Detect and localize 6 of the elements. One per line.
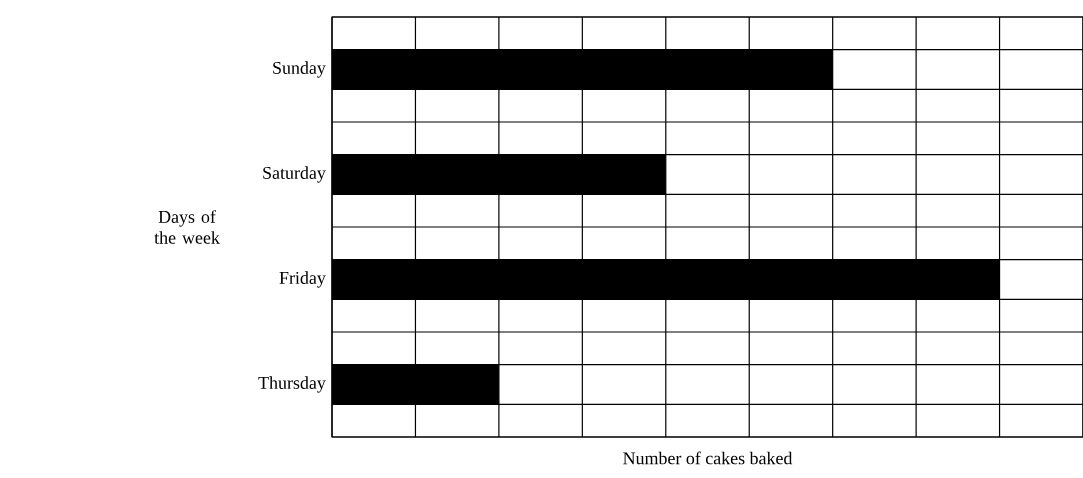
y-tick-label: Friday bbox=[279, 271, 326, 288]
y-axis-title: Days of the week bbox=[154, 210, 220, 244]
y-tick-label: Thursday bbox=[258, 376, 326, 393]
y-tick-label: Saturday bbox=[263, 166, 326, 183]
y-tick-label: Sunday bbox=[273, 61, 326, 78]
x-axis-title: Number of cakes baked bbox=[623, 451, 793, 465]
